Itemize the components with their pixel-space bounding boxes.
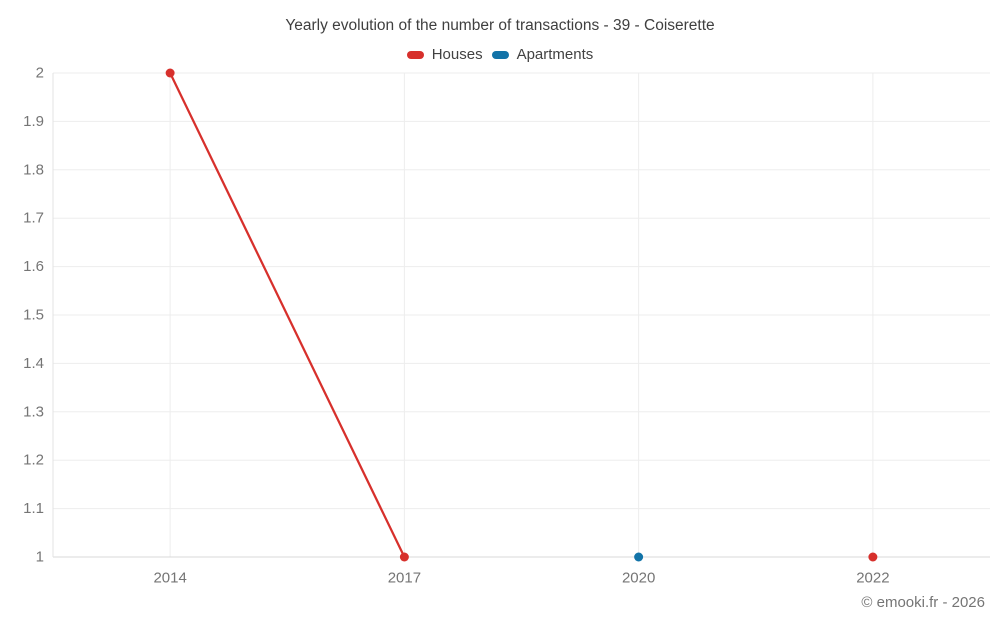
y-axis-tick-label: 1.5 [23, 307, 44, 324]
x-axis-tick-label: 2014 [153, 570, 186, 587]
y-axis-tick-label: 1.2 [23, 452, 44, 469]
chart-title: Yearly evolution of the number of transa… [285, 17, 715, 34]
data-point [165, 68, 175, 78]
apartments-series-swatch [491, 50, 509, 59]
y-axis-tick-label: 1 [36, 549, 44, 566]
y-axis-tick-label: 1.8 [23, 161, 44, 178]
legend-item-houses[interactable]: Houses [406, 46, 483, 63]
y-axis-tick-label: 2 [36, 65, 44, 82]
legend-label-houses: Houses [431, 46, 483, 63]
legend: Houses Apartments [0, 46, 1000, 63]
x-axis-tick-label: 2020 [622, 570, 655, 587]
y-axis-tick-label: 1.4 [23, 355, 44, 372]
series-line [169, 72, 406, 558]
y-axis-tick-label: 1.7 [23, 210, 44, 227]
y-axis-tick-label: 1.1 [23, 500, 44, 517]
data-point [634, 552, 644, 562]
x-axis-tick-label: 2022 [856, 570, 889, 587]
data-point [399, 552, 409, 562]
legend-label-apartments: Apartments [516, 46, 594, 63]
y-axis-tick-label: 1.9 [23, 113, 44, 130]
legend-item-apartments[interactable]: Apartments [491, 46, 594, 63]
y-axis-tick-label: 1.6 [23, 258, 44, 275]
y-axis-tick-label: 1.3 [23, 403, 44, 420]
houses-series-swatch [406, 50, 424, 59]
x-axis-tick-label: 2017 [388, 570, 421, 587]
data-point [868, 552, 878, 562]
copyright: © emooki.fr - 2026 [861, 594, 985, 611]
